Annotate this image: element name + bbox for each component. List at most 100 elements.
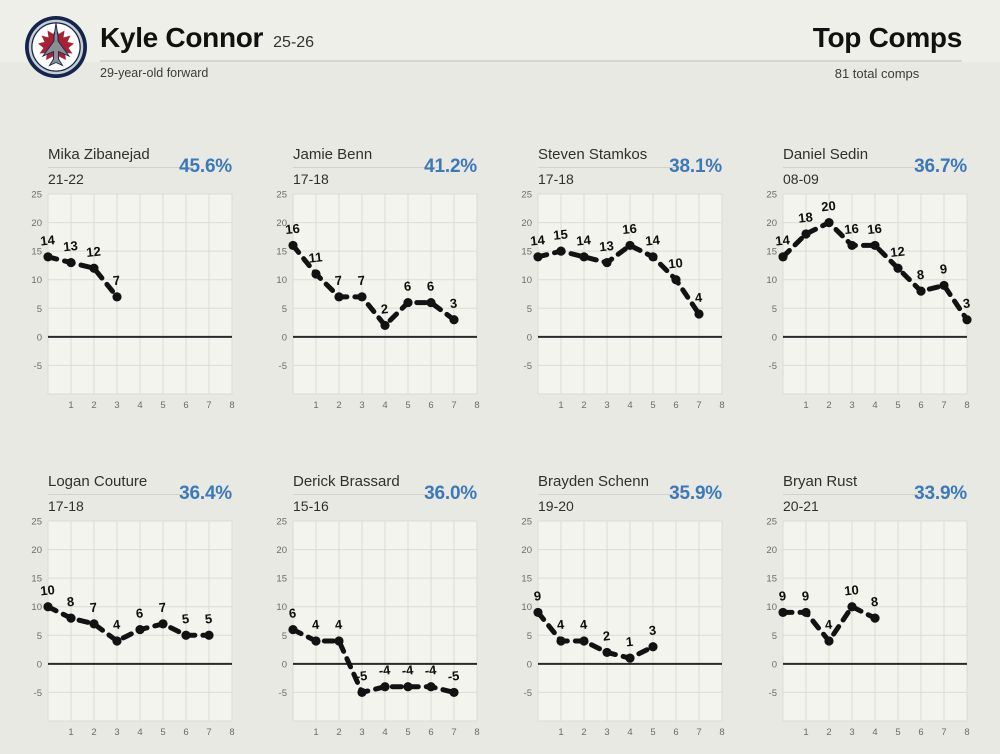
x-axis-tick-labels: 1 2 3 4 5 6 7 8	[803, 400, 969, 411]
svg-text:20: 20	[766, 545, 777, 556]
comp-season: 15-16	[293, 498, 329, 514]
svg-text:3: 3	[849, 400, 854, 411]
svg-text:4: 4	[824, 617, 834, 633]
svg-text:14: 14	[530, 232, 547, 249]
svg-text:6: 6	[918, 400, 923, 411]
svg-text:1: 1	[313, 400, 318, 411]
data-points	[43, 252, 122, 302]
svg-text:15: 15	[521, 574, 532, 585]
svg-text:-5: -5	[524, 361, 532, 372]
svg-text:5: 5	[204, 611, 213, 627]
data-point-labels: 14 15 14 13 16 14 10 4	[530, 221, 704, 306]
series-line	[780, 220, 970, 323]
svg-text:14: 14	[775, 232, 792, 249]
svg-text:6: 6	[673, 727, 678, 738]
header: Kyle Connor 25-26 Top Comps 29-year-old …	[0, 0, 1000, 96]
svg-text:2: 2	[91, 727, 96, 738]
svg-text:0: 0	[282, 332, 287, 343]
comp-chart-card: Brayden Schenn 19-20 35.9% -5 0 5 10 15 20 25 1…	[516, 472, 732, 743]
data-points	[533, 240, 704, 319]
svg-text:7: 7	[451, 727, 456, 738]
svg-text:20: 20	[31, 218, 42, 229]
svg-text:15: 15	[766, 247, 777, 258]
svg-text:9: 9	[939, 261, 948, 277]
svg-text:5: 5	[895, 400, 900, 411]
svg-text:20: 20	[276, 218, 287, 229]
y-axis-tick-labels: -5 0 5 10 15 20 25	[521, 190, 532, 372]
svg-text:25: 25	[766, 517, 777, 528]
svg-text:-5: -5	[447, 668, 460, 684]
svg-text:5: 5	[772, 631, 777, 642]
svg-text:-5: -5	[34, 688, 42, 699]
svg-text:10: 10	[276, 275, 287, 286]
comp-card-header: Logan Couture 17-18 36.4%	[48, 472, 232, 515]
svg-text:10: 10	[521, 602, 532, 613]
comp-season: 21-22	[48, 171, 84, 187]
comp-player-name: Jamie Benn	[293, 145, 439, 168]
svg-text:5: 5	[282, 631, 287, 642]
svg-text:14: 14	[576, 232, 593, 249]
comp-chart-card: Jamie Benn 17-18 41.2% -5 0 5 10 15 20 25 1 2 3 4 5…	[271, 145, 487, 416]
grid-lines	[47, 520, 233, 722]
svg-text:-5: -5	[279, 361, 287, 372]
svg-text:1: 1	[803, 727, 808, 738]
header-subtitle-row: 29-year-old forward 81 total comps	[100, 66, 962, 81]
svg-text:8: 8	[474, 400, 479, 411]
svg-text:6: 6	[288, 605, 297, 621]
svg-text:8: 8	[229, 400, 234, 411]
svg-text:8: 8	[719, 400, 724, 411]
svg-text:-4: -4	[378, 662, 392, 678]
header-band	[0, 0, 1000, 62]
svg-text:11: 11	[308, 249, 323, 265]
player-name: Kyle Connor	[100, 22, 264, 53]
comp-season: 20-21	[783, 498, 819, 514]
svg-text:7: 7	[451, 400, 456, 411]
svg-text:8: 8	[964, 400, 969, 411]
data-point-labels: 14 13 12 7	[40, 232, 121, 288]
svg-text:15: 15	[766, 574, 777, 585]
comp-match-percentage: 35.9%	[669, 482, 722, 504]
svg-text:10: 10	[276, 602, 287, 613]
svg-text:25: 25	[521, 190, 532, 201]
svg-text:9: 9	[801, 588, 810, 604]
svg-text:6: 6	[183, 727, 188, 738]
svg-text:3: 3	[648, 622, 657, 638]
y-axis-tick-labels: -5 0 5 10 15 20 25	[31, 190, 42, 372]
svg-text:3: 3	[359, 400, 364, 411]
player-subtitle: 29-year-old forward	[100, 66, 209, 80]
svg-text:25: 25	[31, 190, 42, 201]
svg-text:4: 4	[556, 617, 566, 633]
player-season: 25-26	[273, 34, 315, 51]
svg-text:5: 5	[37, 304, 42, 315]
comp-match-percentage: 41.2%	[424, 155, 477, 177]
x-axis-tick-labels: 1 2 3 4 5 6 7 8	[68, 400, 234, 411]
svg-text:2: 2	[336, 727, 341, 738]
svg-text:10: 10	[668, 255, 684, 271]
header-top-row: Kyle Connor 25-26 Top Comps	[100, 0, 962, 62]
comp-player-name: Derick Brassard	[293, 472, 439, 495]
y-axis-tick-labels: -5 0 5 10 15 20 25	[521, 517, 532, 699]
svg-text:16: 16	[285, 221, 301, 237]
svg-text:2: 2	[581, 727, 586, 738]
svg-text:7: 7	[334, 273, 343, 289]
svg-text:8: 8	[229, 727, 234, 738]
svg-text:-5: -5	[769, 688, 777, 699]
comp-match-percentage: 33.9%	[914, 482, 967, 504]
svg-text:5: 5	[650, 727, 655, 738]
svg-text:6: 6	[426, 278, 435, 294]
svg-text:10: 10	[844, 582, 860, 598]
svg-text:-4: -4	[401, 662, 415, 678]
svg-text:8: 8	[474, 727, 479, 738]
svg-text:3: 3	[114, 727, 119, 738]
svg-text:14: 14	[40, 232, 57, 249]
svg-text:20: 20	[276, 545, 287, 556]
svg-text:6: 6	[918, 727, 923, 738]
comp-card-header: Mika Zibanejad 21-22 45.6%	[48, 145, 232, 188]
svg-text:5: 5	[772, 304, 777, 315]
comp-player-name: Logan Couture	[48, 472, 194, 495]
